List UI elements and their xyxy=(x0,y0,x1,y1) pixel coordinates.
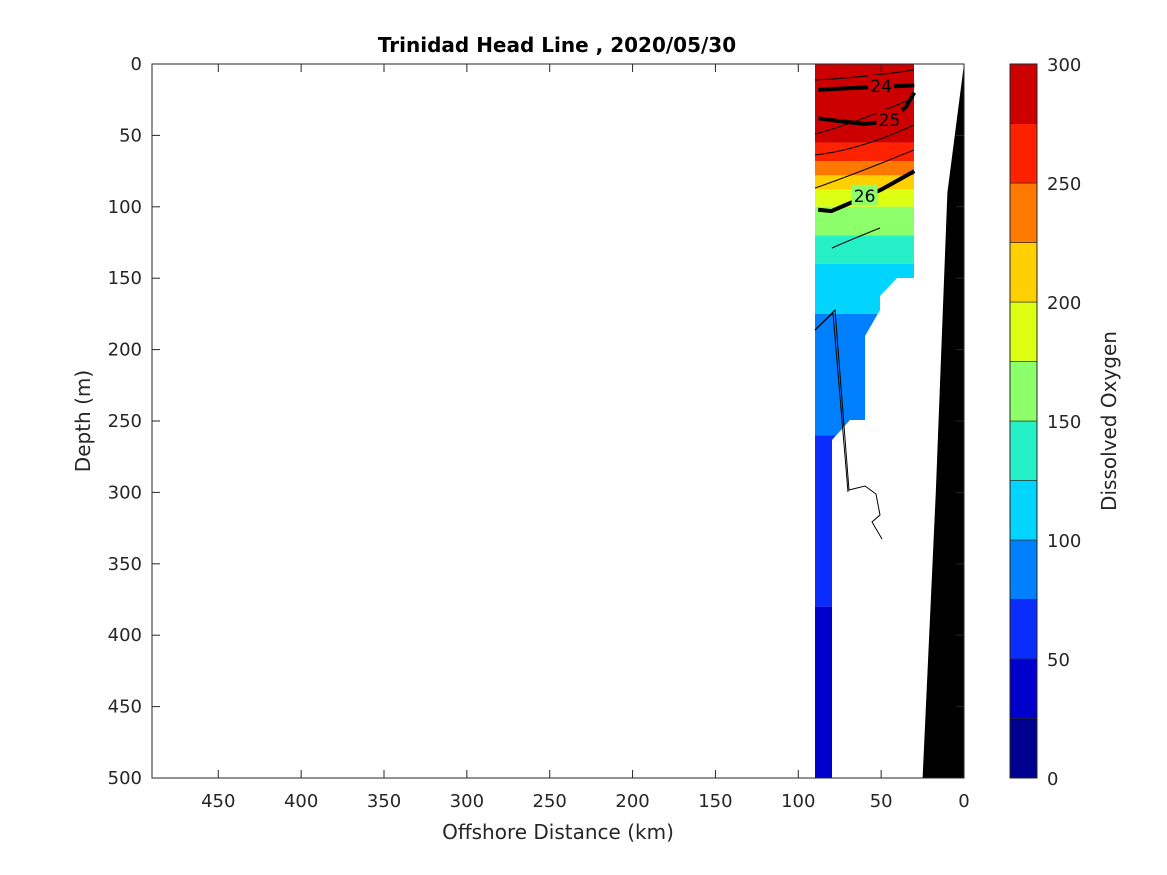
x-axis-ticks: 450 400 350 300 250 200 150 100 50 0 xyxy=(201,64,970,812)
x-tick-label-150: 150 xyxy=(698,791,732,812)
oxygen-band-6 xyxy=(815,235,914,264)
colorbar-swatch-10 xyxy=(1009,123,1038,184)
y-axis-ticks: 0 50 100 150 200 250 300 350 400 450 500 xyxy=(108,54,964,789)
colorbar-swatch-6 xyxy=(1009,361,1038,422)
colorbar-tick-label-200: 200 xyxy=(1047,293,1081,314)
colorbar-swatches xyxy=(1009,63,1038,779)
contour-label-bg-24 xyxy=(868,74,895,95)
x-tick-label-0: 0 xyxy=(958,791,969,812)
y-tick-label-0: 0 xyxy=(131,54,142,75)
x-tick-label-400: 400 xyxy=(284,791,318,812)
y-tick-label-500: 500 xyxy=(108,768,142,789)
colorbar-ticks: 0 50 100 150 200 250 300 xyxy=(1047,55,1081,790)
oxygen-band-1 xyxy=(815,142,914,162)
colorbar-swatch-5 xyxy=(1009,420,1038,481)
colorbar-tick-label-150: 150 xyxy=(1047,412,1081,433)
y-tick-label-300: 300 xyxy=(108,482,142,503)
y-tick-label-150: 150 xyxy=(108,268,142,289)
x-tick-label-450: 450 xyxy=(201,791,235,812)
colorbar-swatch-1 xyxy=(1009,658,1038,719)
colorbar-swatch-2 xyxy=(1009,599,1038,660)
colorbar-swatch-4 xyxy=(1009,480,1038,541)
colorbar-frame xyxy=(1009,63,1038,779)
colorbar-label: Dissolved Oxygen xyxy=(1097,331,1121,511)
colorbar-swatch-11 xyxy=(1009,63,1038,124)
y-tick-label-450: 450 xyxy=(108,697,142,718)
y-axis-label: Depth (m) xyxy=(71,370,95,472)
x-axis-label: Offshore Distance (km) xyxy=(442,820,674,844)
oxygen-band-2 xyxy=(815,161,914,176)
contour-label-bg-25 xyxy=(876,109,903,130)
x-tick-label-200: 200 xyxy=(615,791,649,812)
colorbar: 0 50 100 150 200 250 300 Dissolved Oxygen xyxy=(1009,55,1121,790)
contour-label-25: 25 xyxy=(879,111,901,131)
x-tick-label-50: 50 xyxy=(870,791,893,812)
y-tick-label-200: 200 xyxy=(108,340,142,361)
colorbar-swatch-8 xyxy=(1009,242,1038,303)
y-tick-label-400: 400 xyxy=(108,625,142,646)
contour-label-24: 24 xyxy=(870,77,892,97)
y-tick-label-250: 250 xyxy=(108,411,142,432)
colorbar-swatch-7 xyxy=(1009,301,1038,362)
y-tick-label-50: 50 xyxy=(119,125,142,146)
colorbar-swatch-0 xyxy=(1009,718,1038,779)
chart-title: Trinidad Head Line , 2020/05/30 xyxy=(378,33,736,57)
x-tick-label-350: 350 xyxy=(367,791,401,812)
colorbar-tick-label-0: 0 xyxy=(1047,769,1058,790)
x-tick-label-250: 250 xyxy=(533,791,567,812)
colorbar-tick-label-50: 50 xyxy=(1047,650,1070,671)
colorbar-swatch-9 xyxy=(1009,182,1038,243)
density-contours: 24 25 26 xyxy=(817,74,917,214)
colorbar-swatch-3 xyxy=(1009,539,1038,600)
y-tick-label-350: 350 xyxy=(108,554,142,575)
density-contour-24 xyxy=(818,83,915,92)
seafloor-bathymetry xyxy=(922,64,964,778)
contour-label-bg-26 xyxy=(851,184,878,205)
colorbar-tick-label-100: 100 xyxy=(1047,531,1081,552)
x-tick-label-100: 100 xyxy=(781,791,815,812)
x-tick-label-300: 300 xyxy=(450,791,484,812)
contour-label-26: 26 xyxy=(854,187,876,207)
thin-contours xyxy=(814,308,883,540)
colorbar-tick-label-250: 250 xyxy=(1047,174,1081,195)
band-boundaries xyxy=(815,69,914,249)
y-tick-label-100: 100 xyxy=(108,197,142,218)
colorbar-tick-label-300: 300 xyxy=(1047,55,1081,76)
